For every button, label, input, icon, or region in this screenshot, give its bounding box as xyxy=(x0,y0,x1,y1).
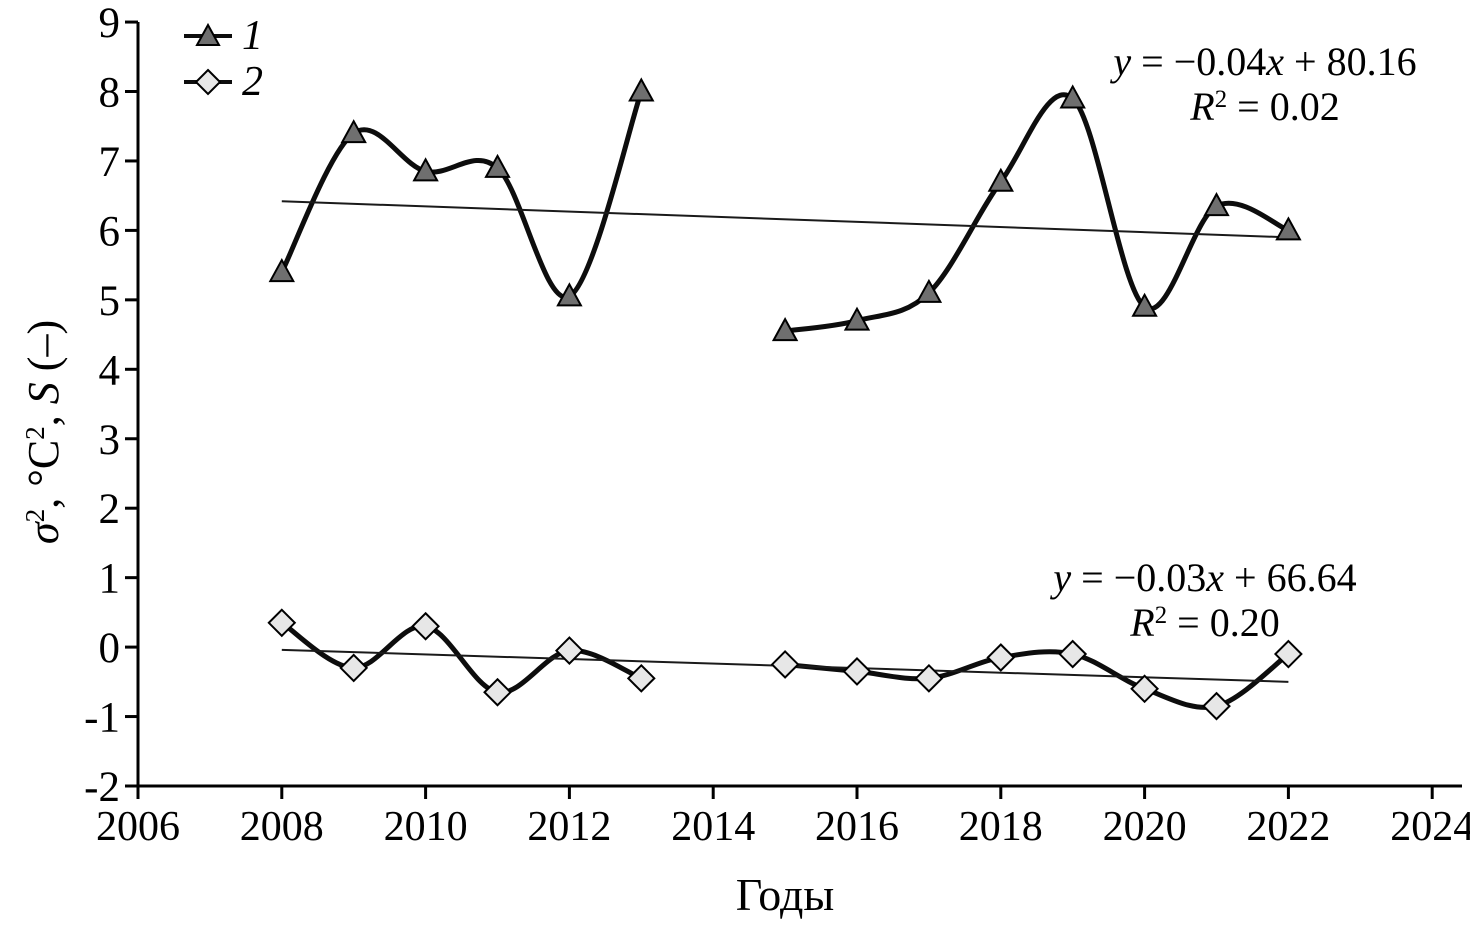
legend-label-series2: 2 xyxy=(242,59,263,105)
legend: 1 2 xyxy=(182,13,263,105)
series-2-marker xyxy=(770,650,800,679)
series-2-marker xyxy=(411,611,441,641)
trendline-series-1 xyxy=(281,200,1289,239)
series-2-marker xyxy=(842,656,872,686)
equation-trendline-2-formula: y = −0.03x + 66.64 xyxy=(1053,555,1357,600)
y-axis-title: σ2, °C2, S (–) xyxy=(19,319,68,545)
legend-item-series2: 2 xyxy=(182,59,263,105)
y-tick-label: 4 xyxy=(99,347,121,394)
x-tick-label: 2024 xyxy=(1390,804,1470,850)
series-2-marker xyxy=(483,677,512,707)
series-1-marker xyxy=(987,167,1014,192)
x-tick-label: 2006 xyxy=(96,804,180,850)
series-1-marker xyxy=(268,257,295,283)
series-2-marker xyxy=(1202,691,1231,721)
y-tick-label: 9 xyxy=(99,0,121,47)
y-tick-label: 2 xyxy=(99,486,121,533)
y-tick-label: 6 xyxy=(99,208,121,255)
legend-item-series1: 1 xyxy=(182,13,263,59)
y-tick-label: -2 xyxy=(84,764,120,811)
x-tick-label: 2018 xyxy=(959,804,1043,850)
y-tick-label: 7 xyxy=(99,139,121,186)
series-2-marker xyxy=(267,608,297,638)
equation-trendline-1-formula: y = −0.04x + 80.16 xyxy=(1113,39,1417,84)
series-1-marker xyxy=(556,282,583,307)
series-1-marker xyxy=(1059,84,1086,109)
y-tick-label: 0 xyxy=(99,625,121,672)
y-tick-label: -1 xyxy=(84,695,120,742)
x-tick-label: 2012 xyxy=(527,804,611,850)
x-tick-label: 2020 xyxy=(1103,804,1187,850)
equation-trendline-1-r2: R2 = 0.02 xyxy=(1190,83,1340,129)
x-tick-label: 2022 xyxy=(1246,804,1330,850)
series-1-marker xyxy=(412,157,439,182)
equation-trendline-2-r2: R2 = 0.20 xyxy=(1130,599,1280,645)
y-tick-label: 3 xyxy=(99,417,121,464)
series-1-marker xyxy=(915,278,943,303)
y-tick-label: 8 xyxy=(99,70,121,117)
series-1-marker xyxy=(1131,292,1158,317)
series-1-marker xyxy=(771,317,799,342)
x-tick-label: 2016 xyxy=(815,804,899,850)
equation-trendline-2: y = −0.03x + 66.64 R2 = 0.20 xyxy=(975,555,1435,646)
y-tick-label: 5 xyxy=(99,278,121,325)
x-tick-label: 2008 xyxy=(240,804,324,850)
series-2-marker xyxy=(626,663,656,693)
legend-label-series1: 1 xyxy=(242,13,263,59)
series-2-marker xyxy=(554,636,584,665)
y-tick-label: 1 xyxy=(99,556,121,603)
series-2-marker xyxy=(339,653,369,683)
x-tick-label: 2014 xyxy=(671,804,755,850)
series-2-marker xyxy=(1273,639,1303,669)
series-2-marker xyxy=(986,643,1016,672)
series-1-marker xyxy=(843,306,871,331)
series-1-marker xyxy=(1275,216,1302,241)
series-1-marker xyxy=(628,77,655,102)
equation-trendline-1: y = −0.04x + 80.16 R2 = 0.02 xyxy=(1035,39,1470,130)
series-1-marker xyxy=(1203,192,1230,217)
diamond-marker-icon xyxy=(184,68,232,96)
series-1-curve-segment xyxy=(782,92,1291,334)
series-2-marker xyxy=(1058,639,1088,669)
triangle-marker-icon xyxy=(184,22,232,46)
series-2-curve-segment xyxy=(279,620,644,695)
series-1-marker xyxy=(484,153,511,178)
x-tick-label: 2010 xyxy=(384,804,468,850)
series-1-marker xyxy=(340,119,367,144)
series-1-curve-segment xyxy=(279,89,644,300)
series-2-marker xyxy=(914,663,944,693)
series-2-marker xyxy=(1130,674,1160,704)
x-axis-title: Годы xyxy=(735,869,835,920)
